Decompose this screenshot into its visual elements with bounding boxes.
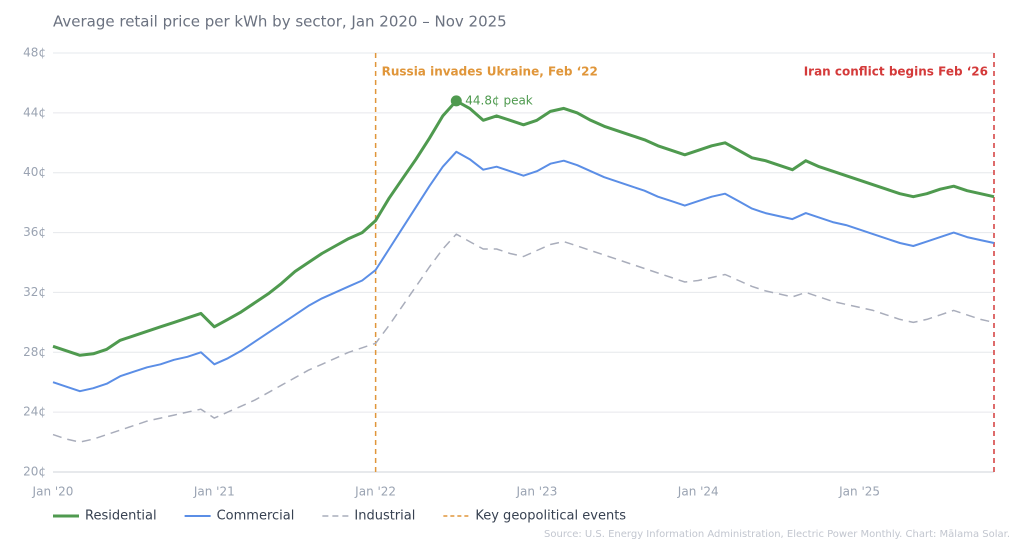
x-tick-label: Jan '20	[32, 485, 74, 499]
series-line	[52, 99, 995, 357]
series-line	[52, 233, 995, 443]
y-tick-label: 28¢	[23, 345, 46, 359]
y-tick-label: 20¢	[23, 465, 46, 479]
event-label: Russia invades Ukraine, Feb ‘22	[382, 65, 598, 79]
legend-label: Commercial	[217, 509, 295, 524]
series-line	[52, 150, 995, 393]
legend-label: Residential	[85, 509, 157, 524]
y-tick-label: 40¢	[23, 165, 46, 179]
y-tick-label: 32¢	[23, 285, 46, 299]
x-tick-label: Jan '23	[515, 485, 557, 499]
legend-label: Industrial	[354, 509, 415, 524]
y-tick-label: 48¢	[23, 46, 46, 60]
chart-title: Average retail price per kWh by sector, …	[53, 13, 507, 31]
x-tick-label: Jan '22	[354, 485, 396, 499]
peak-marker	[450, 95, 462, 107]
legend-label: Key geopolitical events	[475, 509, 626, 524]
peak-label: 44.8¢ peak	[465, 93, 533, 107]
y-tick-label: 36¢	[23, 225, 46, 239]
x-tick-label: Jan '25	[838, 485, 880, 499]
y-tick-label: 44¢	[23, 105, 46, 119]
x-tick-label: Jan '24	[677, 485, 719, 499]
source: Source: U.S. Energy Information Administ…	[544, 529, 1010, 540]
x-tick-label: Jan '21	[193, 485, 235, 499]
event-label: Iran conflict begins Feb ‘26	[804, 65, 988, 79]
y-tick-label: 24¢	[23, 405, 46, 419]
